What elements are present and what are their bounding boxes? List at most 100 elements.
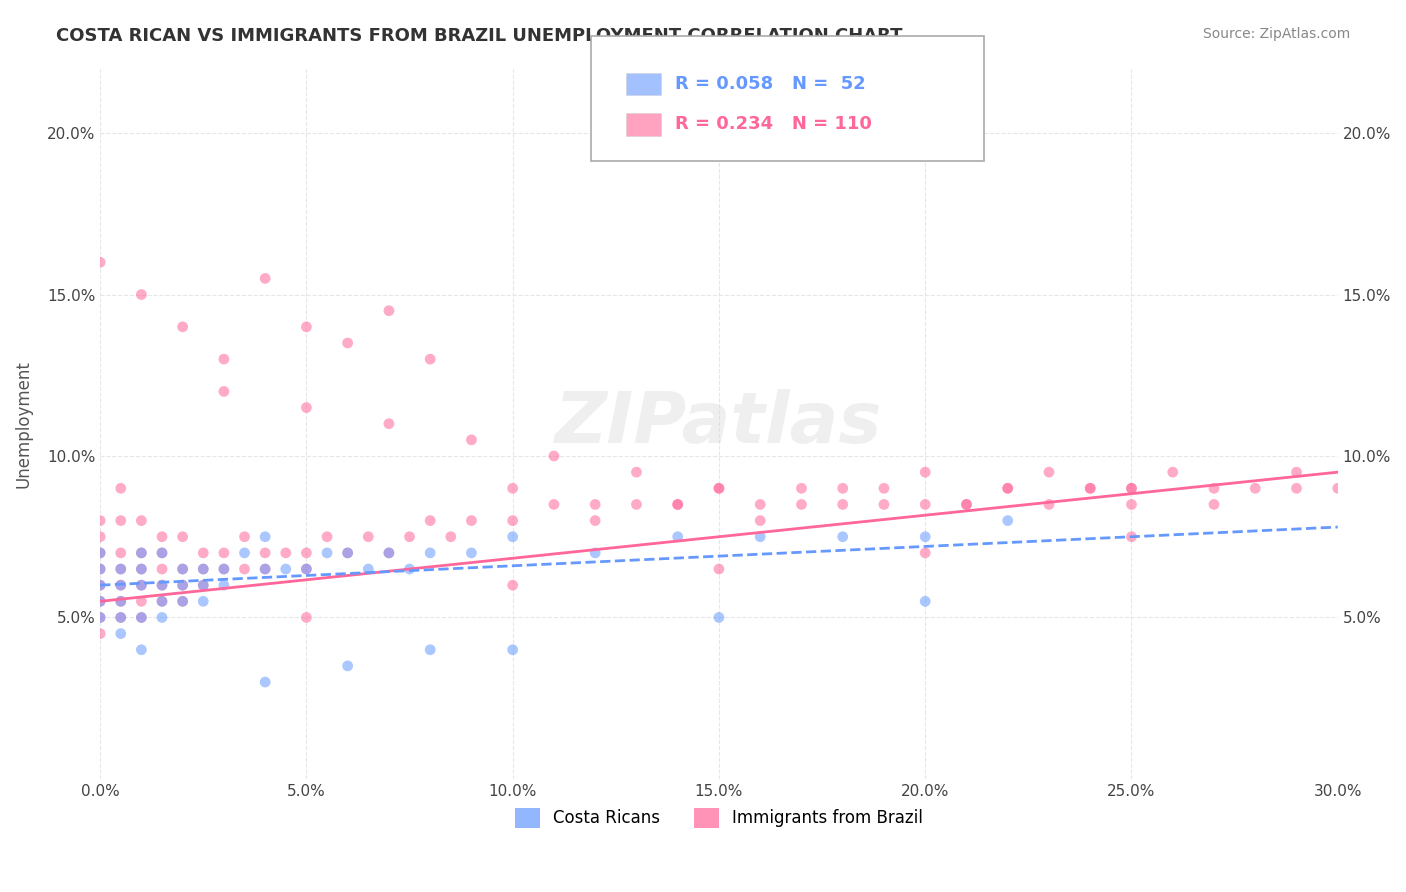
- Point: [398, 562, 420, 576]
- Point: [997, 481, 1019, 495]
- Point: [1121, 481, 1143, 495]
- Point: [89, 546, 111, 560]
- Point: [89, 626, 111, 640]
- Point: [110, 562, 132, 576]
- Legend: Costa Ricans, Immigrants from Brazil: Costa Ricans, Immigrants from Brazil: [509, 801, 929, 835]
- Point: [233, 546, 256, 560]
- Point: [150, 578, 173, 592]
- Point: [110, 562, 132, 576]
- Point: [955, 498, 977, 512]
- Point: [1038, 498, 1060, 512]
- Point: [583, 514, 606, 528]
- Point: [626, 498, 648, 512]
- Point: [89, 610, 111, 624]
- Point: [707, 610, 730, 624]
- Point: [131, 610, 153, 624]
- Point: [502, 514, 524, 528]
- Point: [89, 255, 111, 269]
- Point: [357, 530, 380, 544]
- Point: [172, 319, 194, 334]
- Point: [336, 336, 359, 351]
- Text: R = 0.058   N =  52: R = 0.058 N = 52: [675, 75, 866, 93]
- Point: [666, 498, 689, 512]
- Point: [502, 578, 524, 592]
- Point: [150, 530, 173, 544]
- Point: [626, 465, 648, 479]
- Point: [873, 481, 896, 495]
- Point: [110, 546, 132, 560]
- Point: [110, 481, 132, 495]
- Point: [131, 562, 153, 576]
- Point: [1285, 465, 1308, 479]
- Point: [378, 417, 401, 431]
- Point: [378, 303, 401, 318]
- Point: [172, 594, 194, 608]
- Point: [131, 514, 153, 528]
- Point: [749, 530, 772, 544]
- Point: [502, 481, 524, 495]
- Point: [749, 514, 772, 528]
- Point: [914, 498, 936, 512]
- Point: [172, 578, 194, 592]
- Point: [460, 546, 482, 560]
- Point: [707, 481, 730, 495]
- Point: [212, 562, 235, 576]
- Point: [583, 546, 606, 560]
- Point: [955, 498, 977, 512]
- Point: [1161, 465, 1184, 479]
- Point: [131, 610, 153, 624]
- Point: [110, 610, 132, 624]
- Point: [89, 562, 111, 576]
- Point: [914, 530, 936, 544]
- Point: [543, 449, 565, 463]
- Text: ZIPatlas: ZIPatlas: [555, 389, 883, 458]
- Point: [193, 578, 215, 592]
- Point: [150, 610, 173, 624]
- Point: [172, 562, 194, 576]
- Point: [110, 594, 132, 608]
- Point: [1121, 530, 1143, 544]
- Point: [666, 530, 689, 544]
- Point: [707, 562, 730, 576]
- Point: [997, 514, 1019, 528]
- Point: [131, 594, 153, 608]
- Point: [1078, 481, 1101, 495]
- Point: [233, 530, 256, 544]
- Point: [790, 498, 813, 512]
- Point: [150, 546, 173, 560]
- Point: [274, 562, 297, 576]
- Point: [914, 465, 936, 479]
- Point: [1326, 481, 1348, 495]
- Text: Source: ZipAtlas.com: Source: ZipAtlas.com: [1202, 27, 1350, 41]
- Point: [254, 530, 277, 544]
- Point: [666, 498, 689, 512]
- Point: [193, 562, 215, 576]
- Point: [749, 498, 772, 512]
- Point: [583, 498, 606, 512]
- Point: [212, 352, 235, 367]
- Point: [1202, 498, 1225, 512]
- Point: [110, 610, 132, 624]
- Point: [110, 626, 132, 640]
- Point: [419, 642, 441, 657]
- Point: [89, 610, 111, 624]
- Point: [150, 578, 173, 592]
- Point: [914, 546, 936, 560]
- Point: [1121, 481, 1143, 495]
- Text: R = 0.234   N = 110: R = 0.234 N = 110: [675, 115, 872, 133]
- Y-axis label: Unemployment: Unemployment: [15, 359, 32, 488]
- Point: [131, 287, 153, 301]
- Point: [212, 578, 235, 592]
- Point: [89, 578, 111, 592]
- Point: [193, 562, 215, 576]
- Point: [378, 546, 401, 560]
- Point: [1202, 481, 1225, 495]
- Point: [212, 546, 235, 560]
- Point: [89, 562, 111, 576]
- Point: [873, 498, 896, 512]
- Point: [254, 562, 277, 576]
- Point: [707, 481, 730, 495]
- Point: [336, 659, 359, 673]
- Point: [502, 642, 524, 657]
- Point: [89, 594, 111, 608]
